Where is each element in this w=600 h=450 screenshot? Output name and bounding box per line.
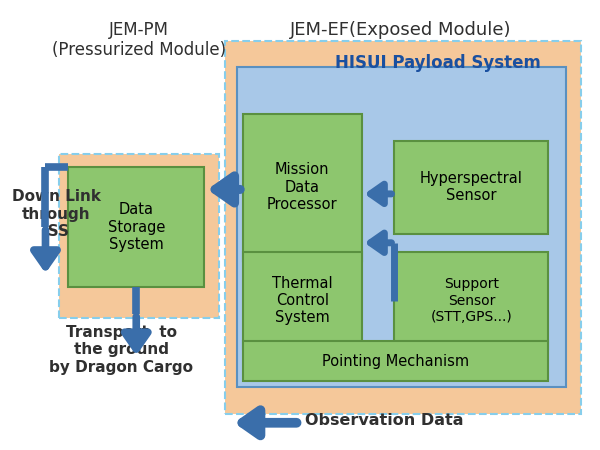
Text: JEM-PM
(Pressurized Module): JEM-PM (Pressurized Module) <box>52 21 226 59</box>
Bar <box>68 167 205 287</box>
Bar <box>225 40 581 414</box>
Text: Data
Storage
System: Data Storage System <box>107 202 165 252</box>
Bar <box>394 252 548 350</box>
Bar <box>237 67 566 387</box>
Text: HISUI Payload System: HISUI Payload System <box>335 54 541 72</box>
Text: Hyperspectral
Sensor: Hyperspectral Sensor <box>420 171 523 203</box>
Text: Observation Data: Observation Data <box>305 413 464 428</box>
Text: JEM-EF(Exposed Module): JEM-EF(Exposed Module) <box>289 21 511 39</box>
Text: Mission
Data
Processor: Mission Data Processor <box>267 162 338 212</box>
Text: Transport  to
the ground
by Dragon Cargo: Transport to the ground by Dragon Cargo <box>49 325 193 375</box>
Text: Support
Sensor
(STT,GPS...): Support Sensor (STT,GPS...) <box>431 277 512 324</box>
Bar <box>394 140 548 234</box>
Bar <box>243 252 362 350</box>
Text: Down Link
through
ISS: Down Link through ISS <box>11 189 101 239</box>
Text: Pointing Mechanism: Pointing Mechanism <box>322 354 469 369</box>
Text: Thermal
Control
System: Thermal Control System <box>272 276 332 325</box>
Bar <box>59 154 219 318</box>
Bar <box>243 342 548 382</box>
Bar <box>243 114 362 261</box>
